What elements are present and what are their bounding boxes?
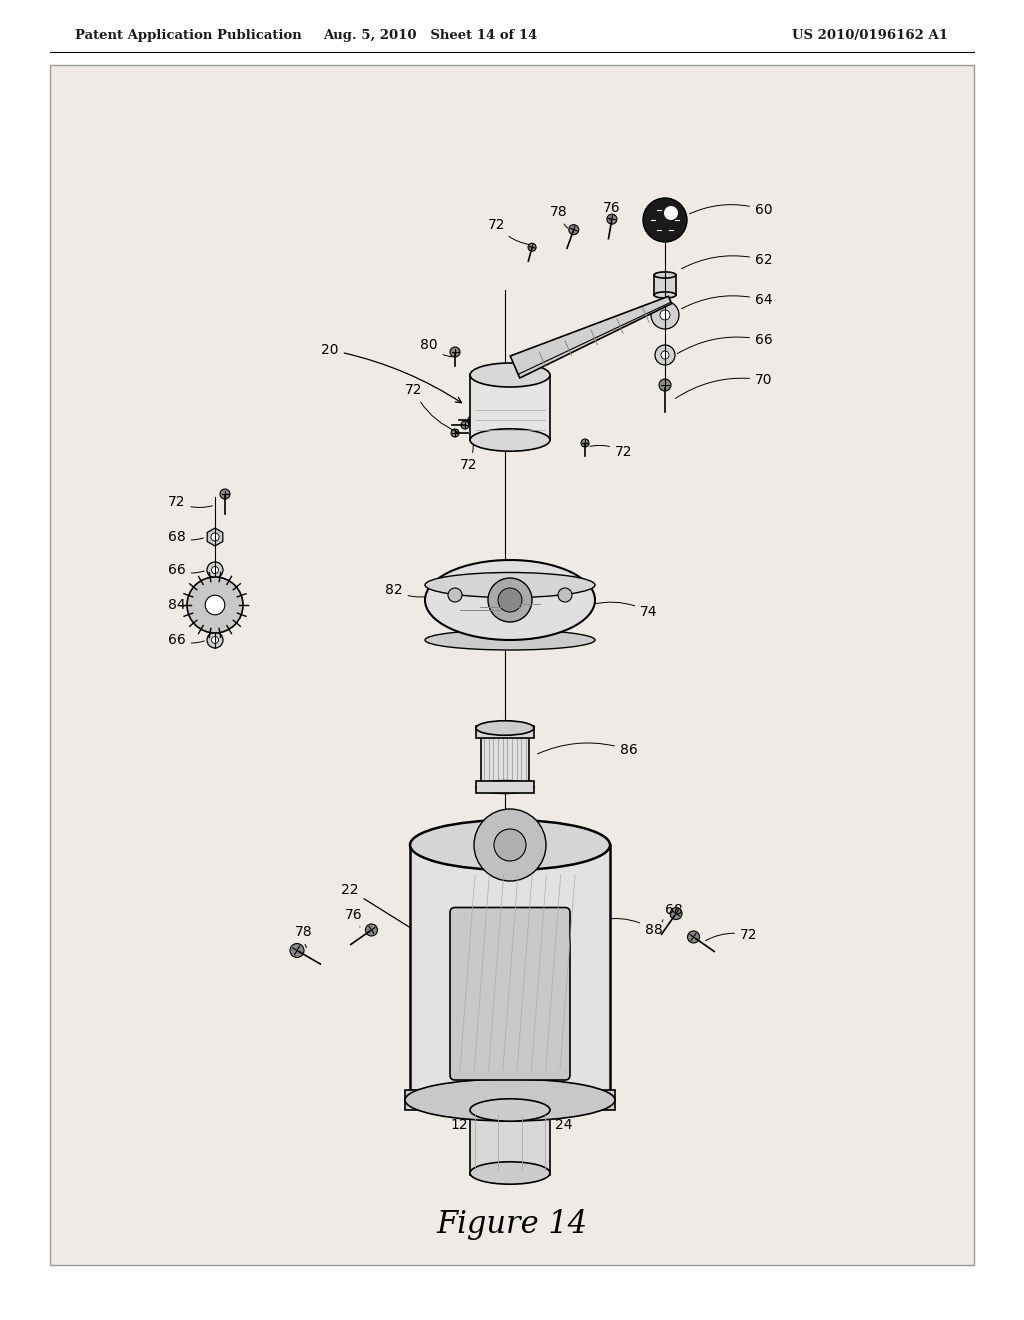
Bar [410,845,610,1096]
Circle shape [494,829,526,861]
Text: 72: 72 [168,495,212,510]
Ellipse shape [470,429,550,451]
Circle shape [607,214,616,224]
Ellipse shape [425,573,595,598]
Text: 76: 76 [603,201,621,220]
Text: 72: 72 [460,428,477,473]
Circle shape [558,587,572,602]
Circle shape [659,379,671,391]
Circle shape [488,578,532,622]
Circle shape [660,310,670,319]
FancyBboxPatch shape [450,908,570,1080]
Text: US 2010/0196162 A1: US 2010/0196162 A1 [792,29,948,41]
Polygon shape [510,296,672,378]
Ellipse shape [654,272,676,279]
Text: 64: 64 [681,293,773,309]
Text: 68: 68 [662,903,683,921]
Circle shape [643,198,687,242]
Circle shape [662,351,669,359]
Circle shape [366,924,378,936]
Text: 68: 68 [168,531,204,544]
Circle shape [651,301,679,329]
Ellipse shape [470,1098,550,1121]
Circle shape [581,440,589,447]
Polygon shape [207,528,223,546]
Ellipse shape [406,1078,615,1121]
Text: 12: 12 [450,1104,487,1133]
Circle shape [290,944,304,957]
Circle shape [528,243,537,251]
Ellipse shape [425,630,595,649]
Text: 70: 70 [675,374,772,399]
Circle shape [474,809,546,880]
Text: 66: 66 [168,564,205,577]
Circle shape [568,224,579,235]
Text: 82: 82 [385,583,432,597]
Text: 22: 22 [341,883,426,937]
Circle shape [207,632,223,648]
Text: 76: 76 [345,908,362,927]
Text: 84: 84 [168,598,185,612]
Text: 62: 62 [681,253,773,269]
Ellipse shape [410,820,610,870]
Text: 20: 20 [322,343,462,403]
Circle shape [498,587,522,612]
Circle shape [205,595,225,615]
Text: 74: 74 [593,602,657,619]
Text: 66: 66 [168,634,205,647]
Circle shape [211,533,219,541]
Circle shape [212,566,218,573]
Bar [654,275,676,294]
Bar [470,1105,550,1175]
Ellipse shape [425,560,595,640]
Bar [406,1090,615,1110]
Bar [481,730,529,785]
Text: 72: 72 [406,383,458,432]
Bar [470,375,550,440]
Circle shape [207,562,223,578]
Ellipse shape [654,292,676,298]
Text: Figure 14: Figure 14 [436,1209,588,1241]
Text: 66: 66 [678,333,773,354]
Text: 78: 78 [550,205,568,228]
Text: Aug. 5, 2010   Sheet 14 of 14: Aug. 5, 2010 Sheet 14 of 14 [323,29,538,41]
Circle shape [449,587,462,602]
Ellipse shape [476,780,534,793]
Circle shape [220,488,230,499]
Circle shape [655,345,675,366]
Circle shape [450,347,460,356]
Text: Patent Application Publication: Patent Application Publication [75,29,302,41]
Text: 80: 80 [420,338,453,356]
Circle shape [461,421,469,429]
Circle shape [451,429,459,437]
Circle shape [670,908,682,920]
Circle shape [664,206,678,220]
Ellipse shape [470,1162,550,1184]
Text: 78: 78 [295,925,312,948]
Circle shape [687,931,699,942]
Circle shape [212,636,218,644]
Text: 88: 88 [603,919,663,937]
Text: 72: 72 [590,445,633,459]
Bar [476,726,534,738]
Text: 72: 72 [488,218,529,244]
Ellipse shape [470,363,550,387]
Bar [476,781,534,793]
Circle shape [468,416,476,424]
Text: 24: 24 [538,1104,572,1133]
Circle shape [187,577,243,634]
Ellipse shape [476,721,534,735]
Text: 60: 60 [689,203,773,216]
Text: 72: 72 [706,928,758,942]
Text: 86: 86 [538,743,638,756]
